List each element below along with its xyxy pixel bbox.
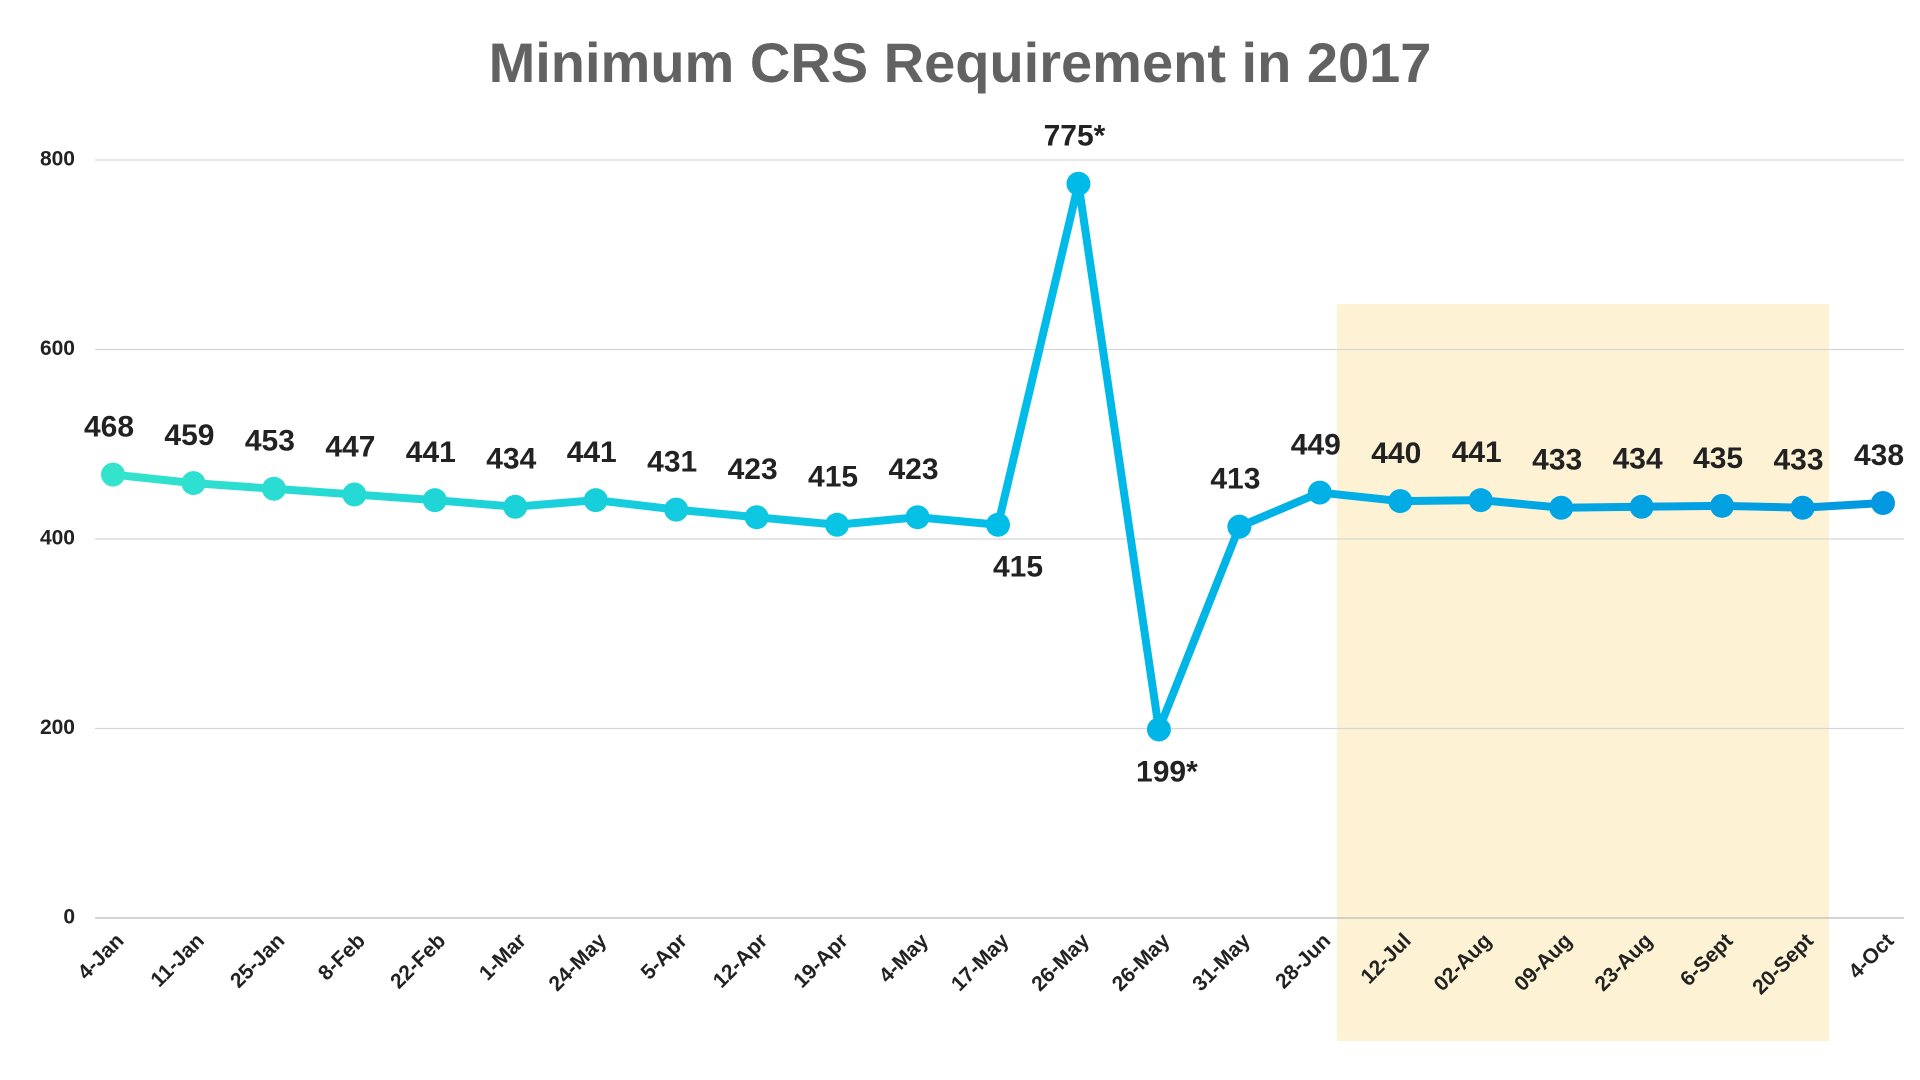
data-point (1307, 480, 1332, 505)
data-point (986, 512, 1010, 537)
x-tick-label: 25-Jan (226, 929, 289, 992)
data-label: 447 (325, 430, 375, 463)
x-tick-label: 28-Jun (1271, 929, 1335, 993)
data-label: 423 (889, 453, 939, 486)
data-point (825, 512, 850, 537)
x-tick-label: 26-May (1108, 929, 1175, 996)
y-tick-label: 800 (40, 148, 75, 171)
data-label: 441 (1452, 436, 1502, 469)
data-point (503, 494, 528, 519)
x-tick-label: 4-May (875, 929, 934, 988)
data-point (744, 505, 769, 530)
x-tick-label: 11-Jan (146, 929, 209, 992)
data-label: 434 (486, 443, 536, 476)
data-label: 433 (1774, 444, 1824, 477)
data-label: 434 (1613, 443, 1663, 476)
data-point (342, 482, 367, 507)
x-tick-label: 17-May (947, 929, 1014, 996)
data-label: 775* (1044, 120, 1106, 153)
data-point (664, 497, 689, 522)
highlight-region (1337, 304, 1829, 1041)
data-point (1871, 490, 1895, 515)
data-label: 423 (728, 453, 778, 486)
data-label: 431 (647, 446, 697, 479)
data-label: 438 (1854, 439, 1904, 472)
x-tick-label: 4-Oct (1844, 929, 1898, 983)
data-point (1388, 489, 1413, 514)
data-label: 415 (993, 551, 1043, 584)
data-label: 453 (245, 425, 295, 458)
data-point (1066, 171, 1091, 196)
data-point (422, 488, 447, 513)
chart-title: Minimum CRS Requirement in 2017 (489, 31, 1432, 94)
data-label: 440 (1371, 437, 1421, 470)
data-point (1549, 495, 1574, 520)
x-tick-label: 5-Apr (637, 929, 692, 984)
x-tick-label: 4-Jan (73, 929, 128, 984)
data-point (101, 462, 125, 487)
data-point (1468, 488, 1493, 513)
data-label: 435 (1693, 442, 1743, 475)
data-label: 199* (1136, 755, 1198, 788)
x-tick-label: 31-May (1188, 929, 1255, 996)
y-tick-label: 600 (40, 337, 75, 360)
data-label: 449 (1291, 428, 1341, 461)
data-label: 459 (164, 419, 214, 452)
y-tick-label: 0 (63, 906, 75, 929)
x-tick-label: 1-Mar (475, 929, 531, 985)
data-point (1790, 495, 1815, 520)
x-tick-label: 22-Feb (386, 929, 450, 993)
data-point (1629, 494, 1654, 519)
data-label: 415 (808, 461, 858, 494)
data-label: 441 (406, 436, 456, 469)
data-point (1710, 493, 1735, 518)
x-tick-label: 24-May (545, 929, 612, 996)
data-point (1227, 514, 1252, 539)
x-tick-label: 26-May (1027, 929, 1094, 996)
x-tick-label: 12-Apr (709, 929, 772, 992)
data-point (181, 471, 206, 496)
x-tick-label: 8-Feb (314, 929, 370, 985)
x-tick-label: 19-Apr (789, 929, 852, 992)
data-label: 413 (1210, 463, 1260, 496)
data-point (583, 488, 608, 513)
data-label: 433 (1532, 444, 1582, 477)
data-label: 441 (567, 436, 617, 469)
data-point (261, 476, 286, 501)
data-point (1146, 717, 1171, 742)
data-point (905, 505, 930, 530)
y-tick-label: 200 (40, 716, 75, 739)
data-label: 468 (84, 410, 134, 443)
y-tick-label: 400 (40, 527, 75, 550)
